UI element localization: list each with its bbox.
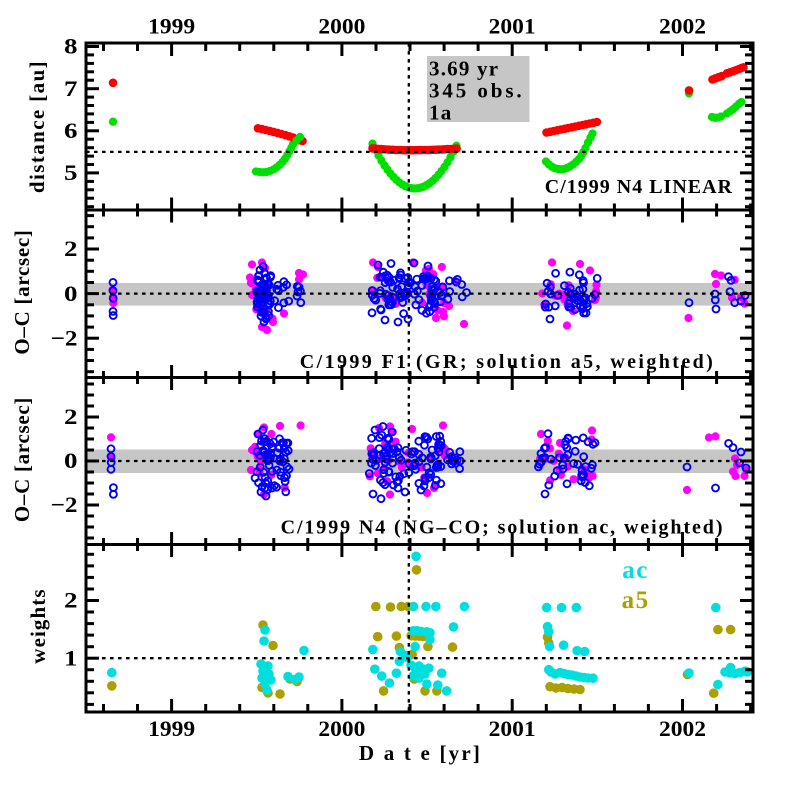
svg-text:2000: 2000 <box>318 14 365 39</box>
svg-text:2: 2 <box>64 588 78 613</box>
svg-text:6: 6 <box>64 118 78 143</box>
svg-text:−2: −2 <box>51 492 78 517</box>
svg-text:1a: 1a <box>429 101 452 125</box>
svg-text:0: 0 <box>64 448 78 473</box>
svg-text:ac: ac <box>622 557 649 584</box>
svg-text:D a t e [yr]: D a t e [yr] <box>359 741 482 765</box>
svg-text:distance [au]: distance [au] <box>25 60 49 193</box>
svg-text:2: 2 <box>64 236 78 261</box>
svg-text:5: 5 <box>64 160 78 185</box>
svg-text:O–C [arcsec]: O–C [arcsec] <box>10 397 34 522</box>
svg-text:a5: a5 <box>622 587 650 614</box>
svg-text:7: 7 <box>64 76 78 101</box>
svg-text:2: 2 <box>64 404 78 429</box>
svg-text:−2: −2 <box>51 325 78 350</box>
svg-text:C/1999 N4 LINEAR: C/1999 N4 LINEAR <box>545 176 733 198</box>
svg-text:1: 1 <box>64 645 78 670</box>
svg-text:2001: 2001 <box>489 716 536 741</box>
svg-text:C/1999 N4 (NG–CO; solution ac,: C/1999 N4 (NG–CO; solution ac, weighted) <box>281 517 725 539</box>
svg-text:345 obs.: 345 obs. <box>429 79 525 103</box>
svg-text:weights: weights <box>26 588 50 663</box>
svg-text:1999: 1999 <box>148 14 195 39</box>
svg-text:1999: 1999 <box>148 716 195 741</box>
svg-text:8: 8 <box>64 34 78 59</box>
svg-text:0: 0 <box>64 281 78 306</box>
svg-text:C/1999 F1 (GR; solution a5, we: C/1999 F1 (GR; solution a5, weighted) <box>300 351 715 373</box>
svg-text:2002: 2002 <box>659 14 706 39</box>
svg-text:2001: 2001 <box>489 14 536 39</box>
svg-text:2002: 2002 <box>659 716 706 741</box>
svg-text:3.69 yr: 3.69 yr <box>429 57 499 81</box>
svg-text:2000: 2000 <box>318 716 365 741</box>
svg-text:O–C [arcsec]: O–C [arcsec] <box>10 229 34 354</box>
